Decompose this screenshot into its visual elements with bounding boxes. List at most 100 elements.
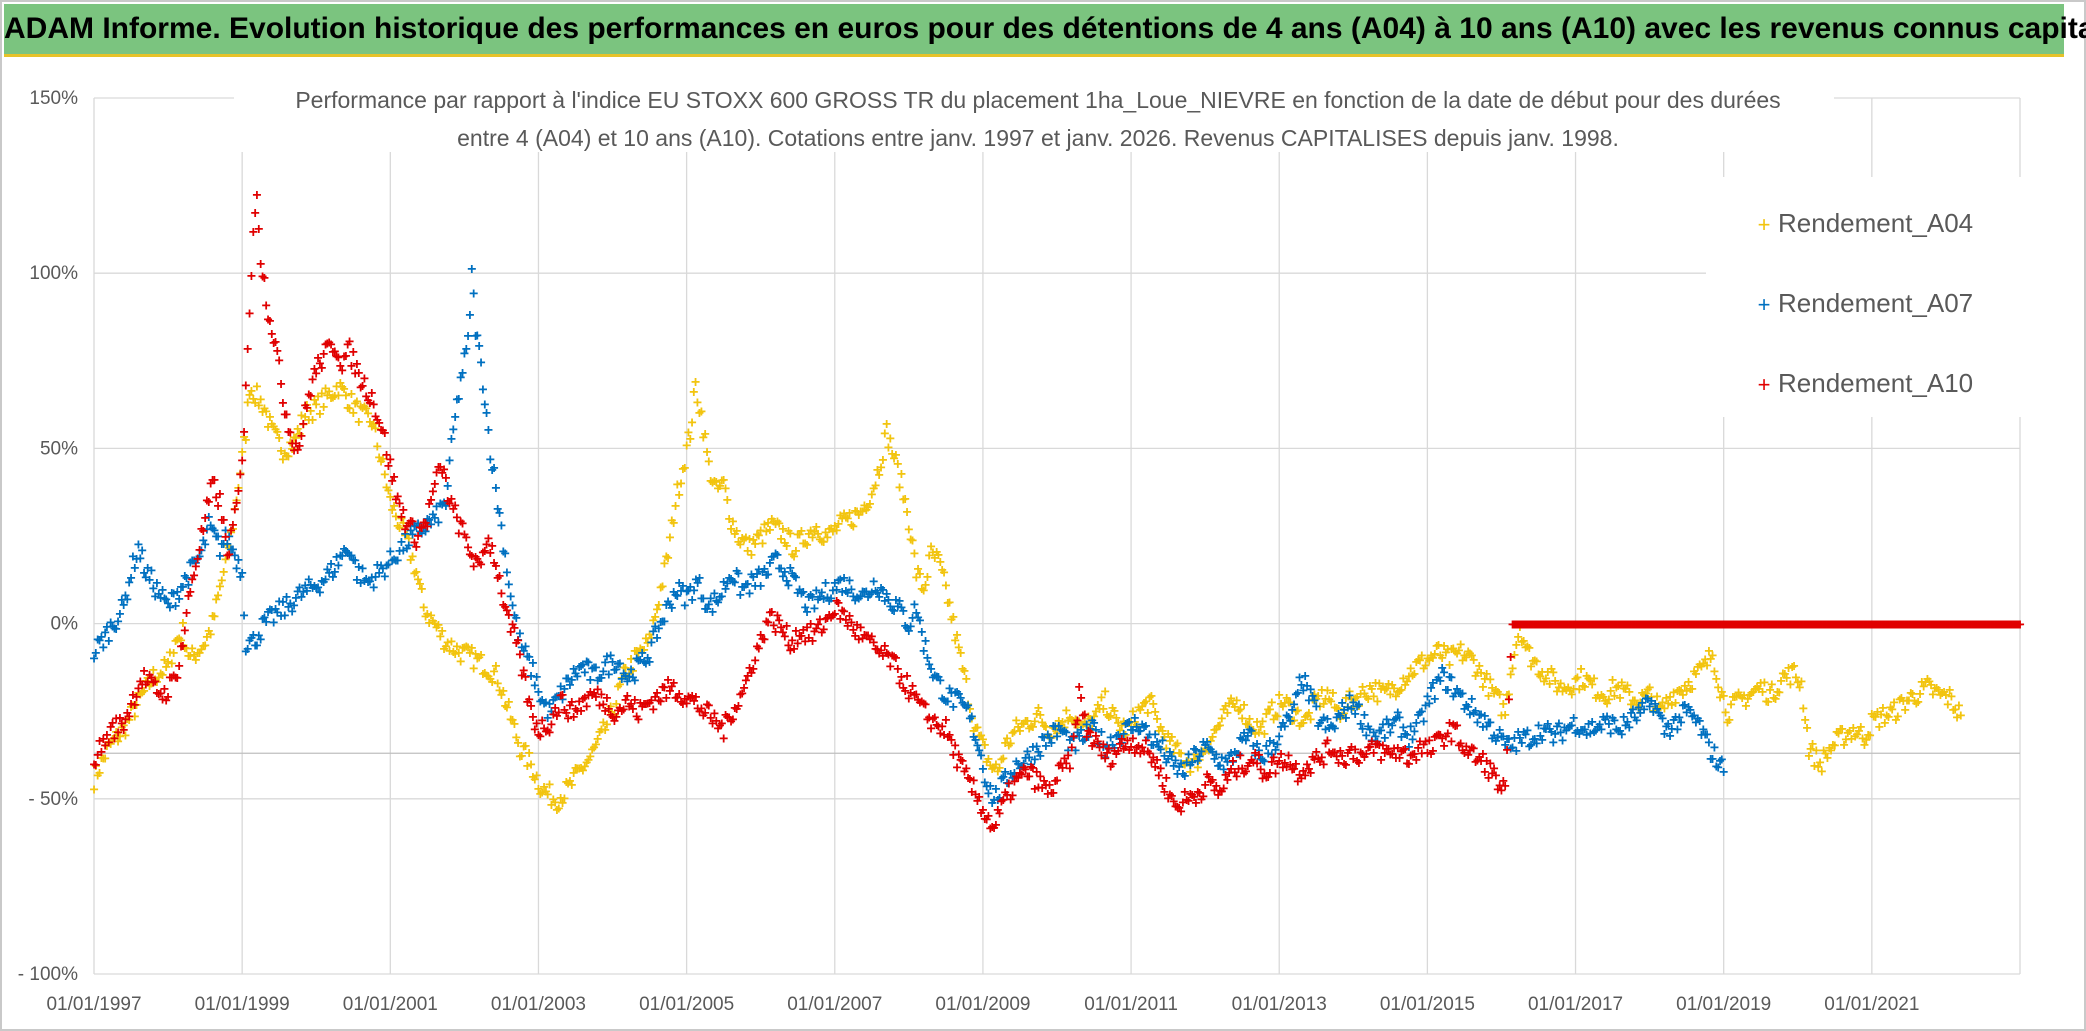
data-point: + [423, 606, 432, 623]
data-point: + [743, 543, 752, 560]
data-point: + [245, 306, 254, 323]
data-point: + [765, 522, 774, 539]
data-point: + [206, 627, 215, 644]
data-point: + [1865, 728, 1874, 745]
data-point: + [938, 562, 947, 579]
data-point: + [1147, 688, 1156, 705]
data-point: + [534, 781, 543, 798]
data-point: + [475, 338, 484, 355]
data-point: + [1013, 719, 1022, 736]
data-point: + [276, 443, 285, 460]
data-point: + [167, 656, 176, 673]
data-point: + [434, 515, 443, 532]
data-point: + [287, 441, 296, 458]
data-point: + [817, 533, 826, 550]
data-point: + [475, 649, 484, 666]
data-point: + [99, 750, 108, 767]
data-point: + [962, 671, 971, 688]
data-point: + [500, 545, 509, 562]
data-point: + [245, 387, 254, 404]
data-point: + [545, 777, 554, 794]
data-point: + [795, 526, 804, 543]
data-point: + [1162, 770, 1171, 787]
data-point: + [637, 642, 646, 659]
data-point: + [808, 530, 817, 547]
data-point: + [915, 566, 924, 583]
data-point: + [767, 511, 776, 528]
data-point: + [321, 381, 330, 398]
y-axis: 150% 100% 50% 0% - 50% - 100% [18, 88, 78, 985]
data-point: + [671, 498, 680, 515]
data-point: + [1043, 727, 1052, 744]
data-point: + [100, 751, 109, 768]
data-point: + [806, 522, 815, 539]
data-point: + [949, 609, 958, 626]
data-point: + [815, 531, 824, 548]
data-point: + [506, 712, 515, 729]
data-point: + [380, 425, 389, 442]
data-point: + [552, 802, 561, 819]
data-point: + [930, 550, 939, 567]
data-point: + [484, 669, 493, 686]
data-point: + [1223, 705, 1232, 722]
y-tick-label: - 50% [28, 789, 78, 810]
data-point: + [656, 580, 665, 597]
data-point: + [178, 615, 187, 632]
data-point: + [728, 513, 737, 530]
data-point: + [386, 451, 395, 468]
data-point: + [1191, 747, 1200, 764]
data-point: + [597, 721, 606, 738]
data-point: + [899, 491, 908, 508]
data-point: + [926, 539, 935, 556]
data-point: + [726, 521, 735, 538]
data-point: + [250, 395, 259, 412]
data-point: + [589, 739, 598, 756]
data-point: + [465, 307, 474, 324]
data-point: + [402, 527, 411, 544]
data-point: + [1243, 717, 1252, 734]
data-point: + [202, 629, 211, 646]
data-point: + [554, 800, 563, 817]
data-point: + [412, 564, 421, 581]
data-point: + [834, 516, 843, 533]
data-point: + [1080, 714, 1089, 731]
data-point: + [1206, 733, 1215, 750]
data-point: + [912, 569, 921, 586]
data-point: + [1204, 742, 1213, 759]
data-point: + [460, 640, 469, 657]
data-point: + [1189, 751, 1198, 768]
data-point: + [289, 429, 298, 446]
data-point: + [880, 426, 889, 443]
data-point: + [297, 408, 306, 425]
data-point: + [115, 729, 124, 746]
data-point: + [1228, 696, 1237, 713]
data-point: + [791, 543, 800, 560]
data-point: + [906, 532, 915, 549]
data-point: + [1082, 718, 1091, 735]
data-point: + [645, 654, 654, 671]
data-point: + [984, 751, 993, 768]
data-point: + [450, 646, 459, 663]
data-point: + [1125, 715, 1134, 732]
data-point: + [1119, 714, 1128, 731]
data-point: + [967, 708, 976, 725]
x-tick-label: 01/01/2001 [343, 994, 438, 1015]
data-point: + [826, 521, 835, 538]
data-point: + [832, 523, 841, 540]
data-point: + [1238, 711, 1247, 728]
data-point: + [182, 605, 191, 622]
data-point: + [239, 429, 248, 446]
data-point: + [406, 552, 415, 569]
data-point: + [719, 472, 728, 489]
data-point: + [1163, 726, 1172, 743]
data-point: + [1006, 736, 1015, 753]
data-point: + [365, 414, 374, 431]
data-point: + [1058, 714, 1067, 731]
data-point: + [375, 449, 384, 466]
data-point: + [1217, 710, 1226, 727]
data-point: + [978, 732, 987, 749]
data-point: + [1195, 752, 1204, 769]
data-point: + [847, 517, 856, 534]
data-point: + [1184, 755, 1193, 772]
data-point: + [865, 496, 874, 513]
